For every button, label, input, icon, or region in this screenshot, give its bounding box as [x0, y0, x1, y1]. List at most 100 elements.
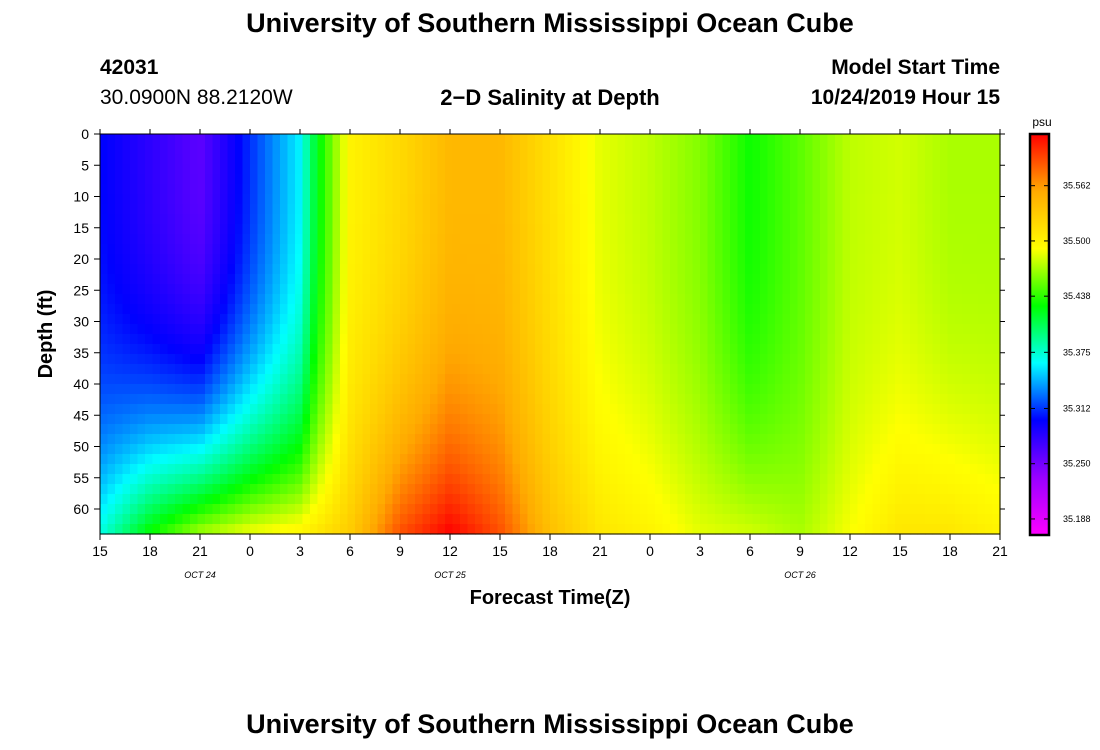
heatmap-cell — [422, 174, 431, 185]
heatmap-cell — [340, 174, 349, 185]
heatmap-cell — [812, 274, 821, 285]
heatmap-cell — [977, 484, 986, 495]
heatmap-cell — [415, 144, 424, 155]
heatmap-cell — [220, 374, 229, 385]
heatmap-cell — [550, 294, 559, 305]
heatmap-cell — [152, 454, 161, 465]
heatmap-cell — [167, 134, 176, 145]
heatmap-cell — [617, 324, 626, 335]
heatmap-cell — [880, 394, 889, 405]
heatmap-cell — [557, 164, 566, 175]
heatmap-cell — [452, 154, 461, 165]
colorbar-tick-label: 35.500 — [1063, 236, 1091, 246]
heatmap-cell — [325, 364, 334, 375]
heatmap-cell — [692, 414, 701, 425]
heatmap-cell — [782, 174, 791, 185]
heatmap-cell — [565, 224, 574, 235]
heatmap-cell — [595, 514, 604, 525]
heatmap-cell — [512, 394, 521, 405]
heatmap-cell — [535, 384, 544, 395]
heatmap-cell — [535, 194, 544, 205]
heatmap-cell — [332, 234, 341, 245]
heatmap-cell — [347, 344, 356, 355]
heatmap-cell — [662, 174, 671, 185]
heatmap-cell — [227, 464, 236, 475]
heatmap-cell — [745, 314, 754, 325]
heatmap-cell — [550, 254, 559, 265]
heatmap-cell — [797, 524, 806, 535]
heatmap-cell — [895, 174, 904, 185]
heatmap-cell — [512, 444, 521, 455]
heatmap-cell — [130, 404, 139, 415]
heatmap-cell — [580, 474, 589, 485]
heatmap-cell — [962, 454, 971, 465]
heatmap-cell — [715, 394, 724, 405]
heatmap-cell — [962, 524, 971, 535]
heatmap-cell — [752, 414, 761, 425]
heatmap-cell — [452, 244, 461, 255]
heatmap-cell — [370, 214, 379, 225]
heatmap-cell — [625, 254, 634, 265]
heatmap-cell — [145, 344, 154, 355]
heatmap-cell — [227, 304, 236, 315]
heatmap-cell — [767, 274, 776, 285]
heatmap-cell — [790, 184, 799, 195]
heatmap-cell — [370, 284, 379, 295]
heatmap-cell — [115, 234, 124, 245]
heatmap-cell — [145, 174, 154, 185]
heatmap-cell — [265, 224, 274, 235]
heatmap-cell — [152, 344, 161, 355]
heatmap-cell — [655, 254, 664, 265]
heatmap-cell — [932, 174, 941, 185]
heatmap-cell — [827, 184, 836, 195]
heatmap-cell — [535, 264, 544, 275]
heatmap-cell — [152, 214, 161, 225]
heatmap-cell — [715, 234, 724, 245]
heatmap-cell — [265, 474, 274, 485]
heatmap-cell — [707, 364, 716, 375]
heatmap-cell — [640, 424, 649, 435]
heatmap-cell — [467, 454, 476, 465]
x-tick-label: 0 — [646, 543, 654, 559]
heatmap-cell — [460, 494, 469, 505]
heatmap-cell — [197, 424, 206, 435]
heatmap-cell — [835, 164, 844, 175]
heatmap-cell — [317, 494, 326, 505]
heatmap-cell — [565, 364, 574, 375]
heatmap-cell — [737, 224, 746, 235]
heatmap-cell — [977, 414, 986, 425]
heatmap-cell — [310, 454, 319, 465]
heatmap-cell — [857, 364, 866, 375]
heatmap-cell — [797, 214, 806, 225]
heatmap-cell — [925, 444, 934, 455]
heatmap-cell — [842, 514, 851, 525]
heatmap-cell — [385, 204, 394, 215]
heatmap-cell — [550, 494, 559, 505]
heatmap-cell — [827, 514, 836, 525]
heatmap-cell — [152, 504, 161, 515]
heatmap-cell — [107, 274, 116, 285]
heatmap-cell — [797, 344, 806, 355]
heatmap-cell — [160, 304, 169, 315]
heatmap-cell — [887, 394, 896, 405]
heatmap-cell — [212, 214, 221, 225]
heatmap-cell — [497, 484, 506, 495]
heatmap-cell — [835, 394, 844, 405]
heatmap-cell — [505, 134, 514, 145]
heatmap-cell — [857, 294, 866, 305]
heatmap-cell — [842, 194, 851, 205]
heatmap-cell — [482, 144, 491, 155]
heatmap-cell — [392, 334, 401, 345]
heatmap-cell — [925, 154, 934, 165]
heatmap-cell — [220, 154, 229, 165]
heatmap-cell — [932, 254, 941, 265]
heatmap-cell — [625, 374, 634, 385]
heatmap-cell — [557, 204, 566, 215]
heatmap-cell — [100, 334, 109, 345]
heatmap-cell — [377, 224, 386, 235]
heatmap-cell — [145, 194, 154, 205]
heatmap-cell — [617, 194, 626, 205]
heatmap-cell — [250, 154, 259, 165]
heatmap-cell — [250, 484, 259, 495]
heatmap-cell — [415, 254, 424, 265]
